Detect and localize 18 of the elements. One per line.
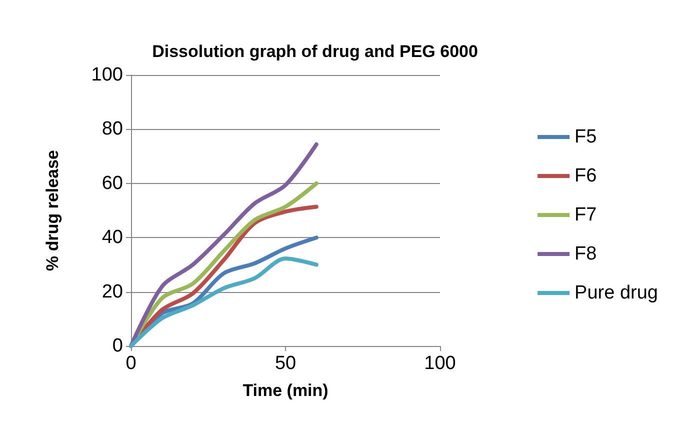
line-series <box>129 256 318 348</box>
legend-label: F6 <box>574 166 597 186</box>
x-axis-title: Time (min) <box>242 381 328 400</box>
x-tick-label: 100 <box>424 353 456 374</box>
legend-label: F5 <box>574 126 597 148</box>
legend-label: F8 <box>574 244 597 264</box>
y-axis-title: % drug release <box>43 150 62 271</box>
legend-label: F7 <box>574 204 597 226</box>
chart-title: Dissolution graph of drug and PEG 6000 <box>152 42 478 61</box>
y-tick-label: 80 <box>102 118 123 140</box>
y-tick-label: 20 <box>102 281 123 302</box>
y-tick-label: 40 <box>102 227 123 248</box>
y-tick-label: 100 <box>91 64 123 86</box>
x-tick-label: 50 <box>274 353 296 374</box>
x-tick-label: 0 <box>126 353 136 374</box>
legend-label: Pure drug <box>574 282 658 304</box>
y-tick-label: 60 <box>102 172 123 194</box>
y-tick-label: 0 <box>112 336 123 356</box>
